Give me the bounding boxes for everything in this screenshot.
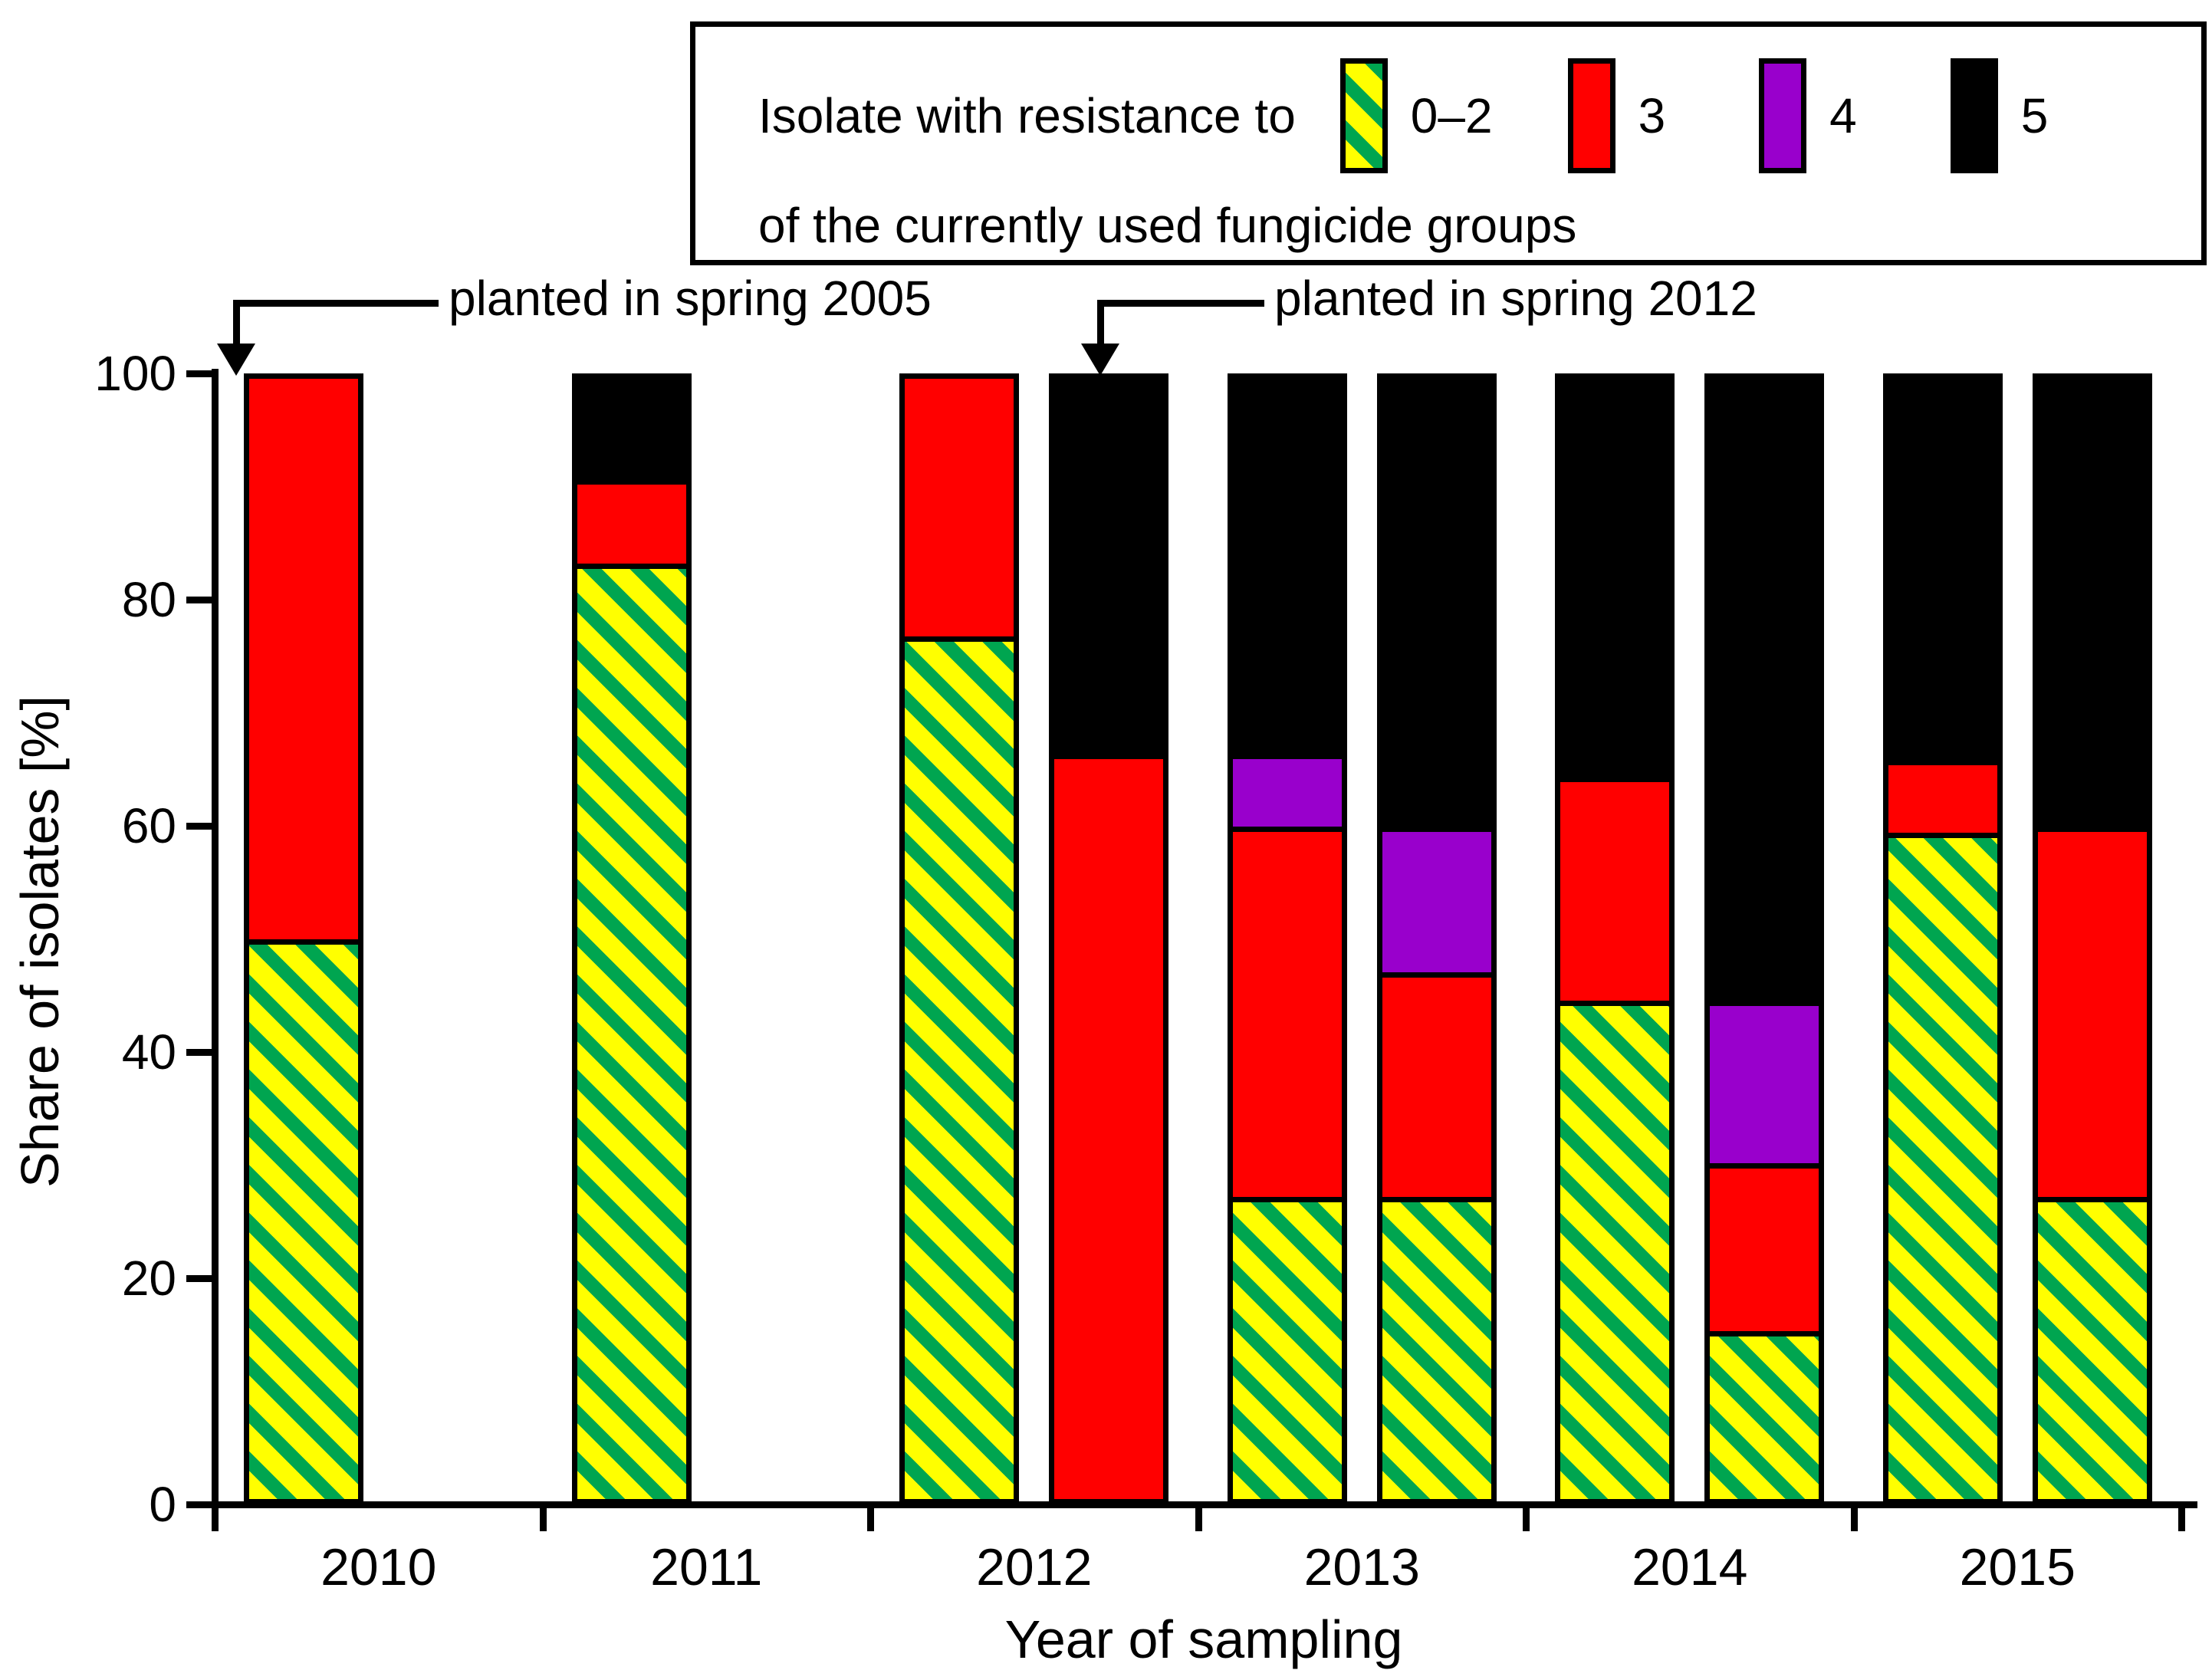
segment-2013-1-resistance-5 (1382, 379, 1491, 827)
x-tick-4 (1523, 1507, 1530, 1531)
segment-2013-1-resistance-0–2 (1382, 1196, 1491, 1499)
annotation-2012-arrowhead-icon (1081, 344, 1119, 376)
annotation-2005-arrowhead-icon (217, 344, 255, 376)
y-tick-20 (186, 1275, 214, 1282)
x-tick-1 (539, 1507, 547, 1531)
segment-2011-0-resistance-0–2 (577, 564, 686, 1499)
bar-2015-0 (1882, 373, 2003, 1504)
legend-line-1: Isolate with resistance to 0–2 3 4 5 (758, 54, 2048, 177)
segment-2013-0-resistance-4 (1232, 754, 1342, 827)
y-tick-0 (186, 1501, 214, 1508)
segment-2014-0-resistance-3 (1560, 776, 1670, 1001)
plot-area (215, 373, 2181, 1504)
segment-2010-0-resistance-0–2 (249, 939, 359, 1499)
legend-box: Isolate with resistance to 0–2 3 4 5 of … (690, 21, 2207, 265)
x-tick-0 (212, 1507, 219, 1531)
annotation-2012-line-horizontal (1097, 300, 1264, 307)
y-tick-40 (186, 1049, 214, 1056)
legend-swatch-hatched (1339, 58, 1388, 173)
legend-swatch-black (1950, 58, 1998, 173)
bar-2012-1 (1049, 373, 1169, 1504)
segment-2014-0-resistance-0–2 (1560, 1000, 1670, 1499)
x-axis-title: Year of sampling (1004, 1609, 1403, 1669)
segment-2014-1-resistance-4 (1710, 1000, 1819, 1163)
bar-2014-0 (1555, 373, 1675, 1504)
segment-2012-0-resistance-3 (905, 379, 1014, 637)
segment-2015-0-resistance-5 (1888, 379, 1997, 760)
segment-2013-0-resistance-5 (1232, 379, 1342, 755)
y-tick-label-0: 0 (149, 1477, 176, 1532)
legend-title: Isolate with resistance to (758, 88, 1296, 143)
segment-2013-1-resistance-4 (1382, 827, 1491, 973)
x-tick-label-2012: 2012 (976, 1538, 1093, 1596)
segment-2015-1-resistance-0–2 (2037, 1196, 2147, 1499)
bar-2011-0 (571, 373, 692, 1504)
segment-2013-1-resistance-3 (1382, 972, 1491, 1197)
segment-2013-0-resistance-0–2 (1232, 1196, 1342, 1499)
bar-2012-0 (899, 373, 1020, 1504)
segment-2012-1-resistance-3 (1054, 754, 1164, 1499)
bar-2013-0 (1227, 373, 1347, 1504)
legend-subtitle: of the currently used fungicide groups (758, 198, 1577, 253)
y-tick-100 (186, 370, 214, 377)
segment-2014-1-resistance-0–2 (1710, 1330, 1819, 1499)
segment-2013-0-resistance-3 (1232, 827, 1342, 1197)
y-tick-label-100: 100 (94, 346, 176, 401)
legend-swatch-red (1567, 58, 1615, 173)
x-tick-5 (1850, 1507, 1858, 1531)
y-tick-60 (186, 823, 214, 830)
bar-2014-1 (1704, 373, 1825, 1504)
annotation-2005-line-vertical (233, 303, 240, 347)
x-tick-2 (867, 1507, 874, 1531)
y-tick-label-20: 20 (121, 1251, 176, 1306)
x-tick-3 (1195, 1507, 1202, 1531)
annotation-2012-line-vertical (1097, 303, 1104, 347)
segment-2015-0-resistance-3 (1888, 759, 1997, 833)
x-tick-label-2011: 2011 (650, 1538, 763, 1596)
y-tick-label-40: 40 (121, 1024, 176, 1080)
segment-2014-1-resistance-5 (1710, 379, 1819, 1001)
legend-label-4: 4 (1829, 88, 1857, 143)
legend-label-0-2: 0–2 (1410, 88, 1493, 143)
y-tick-80 (186, 597, 214, 603)
x-tick-label-2010: 2010 (320, 1538, 437, 1596)
y-axis-line (212, 369, 219, 1507)
x-tick-6 (2178, 1507, 2185, 1531)
x-tick-label-2015: 2015 (1959, 1538, 2076, 1596)
segment-2012-0-resistance-0–2 (905, 636, 1014, 1499)
annotation-2005-line-horizontal (233, 300, 439, 307)
annotation-2005-text: planted in spring 2005 (449, 271, 932, 326)
legend-swatch-purple (1759, 58, 1807, 173)
x-axis-line (212, 1501, 2197, 1508)
segment-2010-0-resistance-3 (249, 379, 359, 939)
segment-2014-1-resistance-3 (1710, 1162, 1819, 1331)
y-tick-label-60: 60 (121, 798, 176, 853)
bar-2010-0 (244, 373, 364, 1504)
y-axis-title: Share of isolates [%] (10, 695, 70, 1188)
segment-2011-0-resistance-5 (577, 379, 686, 480)
annotation-2012-text: planted in spring 2012 (1274, 271, 1757, 326)
legend-label-5: 5 (2020, 88, 2049, 143)
segment-2014-0-resistance-5 (1560, 379, 1670, 777)
y-tick-label-80: 80 (121, 572, 176, 627)
segment-2015-1-resistance-3 (2037, 827, 2147, 1197)
bar-2013-1 (1376, 373, 1497, 1504)
segment-2012-1-resistance-5 (1054, 379, 1164, 755)
segment-2011-0-resistance-3 (577, 479, 686, 564)
segment-2015-1-resistance-5 (2037, 379, 2147, 827)
legend-label-3: 3 (1638, 88, 1666, 143)
x-tick-label-2014: 2014 (1632, 1538, 1748, 1596)
x-tick-label-2013: 2013 (1303, 1538, 1420, 1596)
segment-2015-0-resistance-0–2 (1888, 832, 1997, 1499)
bar-2015-1 (2032, 373, 2152, 1504)
